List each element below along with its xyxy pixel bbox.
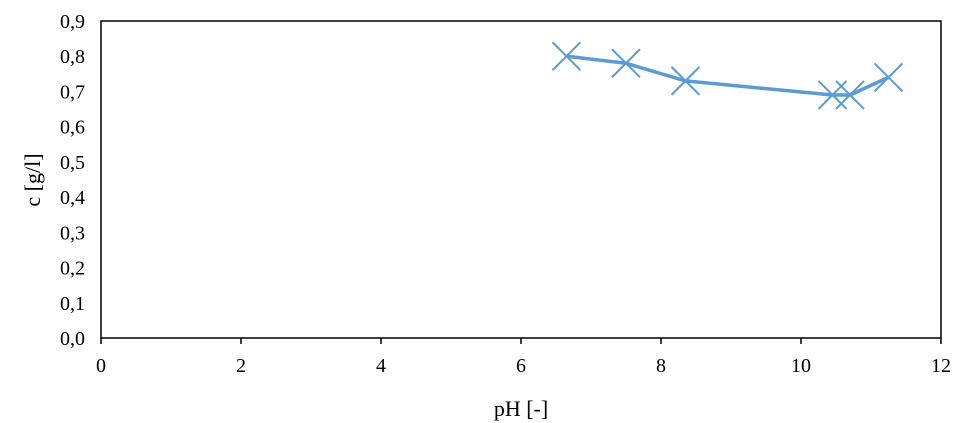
y-tick-label: 0,8 (60, 46, 85, 68)
x-tick-label: 0 (96, 355, 106, 377)
y-tick-label: 0,6 (60, 117, 85, 139)
series-line (564, 54, 891, 97)
data-point-marker (551, 41, 582, 71)
x-tick-labels: 0 2 4 6 8 10 12 (96, 355, 951, 377)
x-tick-marks (100, 338, 942, 344)
y-tick-label: 0,9 (60, 11, 85, 33)
marker-stroke (670, 66, 701, 96)
y-tick-labels: 0,0 0,1 0,2 0,3 0,4 0,5 0,6 0,7 0,8 0,9 (60, 11, 85, 350)
marker-stroke (835, 80, 865, 110)
marker-stroke (611, 48, 641, 78)
x-tick-label: 10 (791, 355, 811, 377)
x-tick-label: 2 (236, 355, 246, 377)
x-tick-label: 8 (656, 355, 666, 377)
x-tick-label: 4 (376, 355, 386, 377)
data-point-marker (835, 80, 865, 110)
plot-area (100, 20, 942, 339)
x-tick-label: 12 (931, 355, 951, 377)
y-tick-label: 0,7 (60, 81, 85, 103)
y-tick-label: 0,4 (60, 187, 85, 209)
series-layer (551, 41, 904, 110)
y-tick-label: 0,1 (60, 293, 85, 315)
y-tick-label: 0,0 (60, 328, 85, 350)
y-tick-label: 0,5 (60, 152, 85, 174)
marker-stroke (551, 41, 582, 71)
x-tick-label: 6 (516, 355, 526, 377)
marker-stroke (873, 62, 904, 93)
y-tick-label: 0,3 (60, 222, 85, 244)
data-point-marker (670, 66, 701, 96)
data-point-marker (873, 62, 904, 93)
y-tick-label: 0,2 (60, 258, 85, 280)
y-axis-title: c [g/l] (20, 153, 45, 206)
data-point-marker (611, 48, 641, 78)
x-axis-title: pH [-] (494, 396, 548, 421)
